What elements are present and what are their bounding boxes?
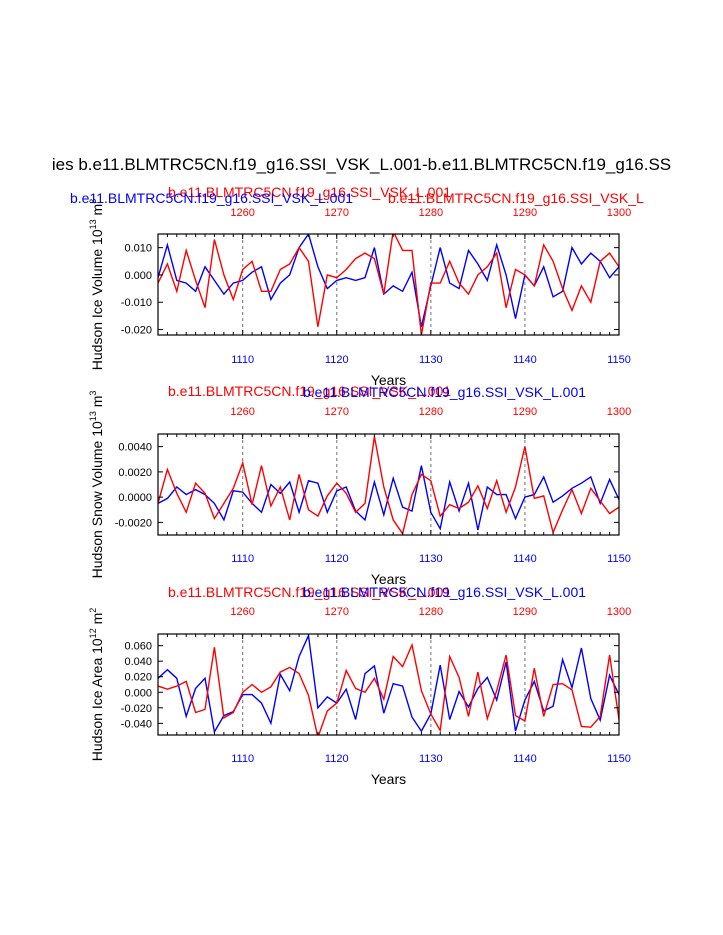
- chart-panel-middle: 0.0040 0.0020 0.0000 -0.0020 1110 1120 1130 114…: [88, 383, 631, 587]
- y-axis-title: Hudson Ice Area 1012 m2: [88, 608, 105, 762]
- y-tick-label: -0.020: [121, 325, 152, 337]
- figure-title: ies b.e11.BLMTRC5CN.f19_g16.SSI_VSK_L.00…: [0, 155, 723, 179]
- figure-title-text: ies b.e11.BLMTRC5CN.f19_g16.SSI_VSK_L.00…: [51, 155, 672, 174]
- x-top-tick-label: 1300: [607, 406, 631, 418]
- y-tick-label: 0.0040: [118, 442, 152, 454]
- x-top-tick-label: 1280: [419, 406, 443, 418]
- series-line-red: [158, 436, 619, 535]
- x-top-tick-label: 1260: [230, 406, 254, 418]
- x-top-tick-label: 1290: [513, 207, 537, 219]
- y-tick-label: 0.000: [124, 687, 152, 699]
- y-tick-label: 0.060: [124, 641, 152, 653]
- y-tick-label: 0.020: [124, 672, 152, 684]
- y-axis-title-unit-exp: 2: [88, 608, 98, 613]
- x-axis-title: Years: [371, 372, 406, 388]
- y-tick-label: 0.040: [124, 656, 152, 668]
- x-bottom-tick-label: 1110: [231, 553, 254, 565]
- y-axis-title-main: Hudson Snow Volume 10: [89, 421, 105, 578]
- x-bottom-tick-label: 1140: [513, 354, 537, 366]
- series-line-blue: [158, 234, 619, 327]
- y-axis-title-unit: m: [89, 204, 105, 220]
- x-top-tick-label: 1290: [513, 406, 537, 418]
- x-bottom-tick-label: 1120: [325, 354, 349, 366]
- x-bottom-tick-label: 1130: [419, 553, 443, 565]
- x-top-tick-label: 1300: [607, 606, 631, 618]
- series-line-red: [158, 234, 619, 335]
- x-top-tick-label: 1270: [325, 606, 349, 618]
- case-label-blue: b.e11.BLMTRC5CN.f19_g16.SSI_VSK_L.001: [303, 584, 586, 600]
- x-top-tick-label: 1280: [419, 207, 443, 219]
- x-bottom-tick-label: 1130: [419, 753, 443, 765]
- x-axis-title: Years: [371, 571, 406, 587]
- plot-frame: [157, 233, 620, 336]
- y-axis-title-unit: m: [89, 613, 105, 629]
- case-label-red-overlap: b.e11.BLMTRC5CN.f19_g16.SSI_VSK_L: [388, 190, 644, 206]
- x-top-tick-label: 1260: [230, 207, 254, 219]
- y-tick-label: 0.0000: [118, 492, 152, 504]
- series-line-red: [158, 642, 619, 735]
- x-bottom-tick-label: 1120: [325, 753, 349, 765]
- x-top-tick-label: 1260: [230, 606, 254, 618]
- y-tick-label: -0.010: [121, 297, 152, 309]
- x-bottom-tick-label: 1110: [231, 753, 254, 765]
- case-label-red: b.e11.BLMTRC5CN.f19_g16.SSI_VSK_L.001: [168, 184, 451, 200]
- plot-frame: [157, 633, 620, 736]
- chart-panel-bottom: 0.060 0.040 0.020 0.000 -0.020 -0.040 1110 1120…: [88, 584, 631, 787]
- x-top-tick-label: 1280: [419, 606, 443, 618]
- plot-frame: [157, 433, 620, 536]
- y-tick-label: -0.040: [121, 718, 152, 730]
- y-tick-label: -0.020: [121, 703, 152, 715]
- x-top-tick-label: 1270: [325, 207, 349, 219]
- x-axis-title: Years: [371, 771, 406, 787]
- y-tick-label: -0.0020: [115, 517, 152, 529]
- x-bottom-tick-label: 1140: [513, 753, 537, 765]
- x-bottom-tick-label: 1110: [231, 354, 254, 366]
- x-bottom-tick-label: 1150: [607, 753, 631, 765]
- y-axis-title-unit: m: [89, 396, 105, 412]
- x-bottom-tick-label: 1120: [325, 553, 349, 565]
- y-axis-title-main: Hudson Ice Area 10: [89, 638, 105, 761]
- y-axis-title-main: Hudson Ice Volume 10: [89, 229, 105, 370]
- chart-panel-top: 0.010 0.000 -0.010 -0.020 1110 1120 1130 1140 11…: [70, 184, 644, 388]
- y-axis-title-unit-exp: 3: [88, 391, 98, 396]
- x-bottom-tick-label: 1130: [419, 354, 443, 366]
- y-tick-label: 0.000: [124, 270, 152, 282]
- x-top-tick-label: 1270: [325, 406, 349, 418]
- y-tick-label: 0.010: [124, 243, 152, 255]
- series-line-blue: [158, 634, 619, 734]
- x-top-tick-label: 1290: [513, 606, 537, 618]
- y-axis-title-unit-exp: 3: [88, 199, 98, 204]
- case-label-blue: b.e11.BLMTRC5CN.f19_g16.SSI_VSK_L.001: [303, 384, 586, 400]
- y-axis-title-exp: 13: [88, 411, 98, 421]
- x-top-tick-label: 1300: [607, 207, 631, 219]
- x-bottom-tick-label: 1140: [513, 553, 537, 565]
- y-tick-label: 0.0020: [118, 467, 152, 479]
- y-axis-title-exp: 12: [88, 628, 98, 638]
- series-line-blue: [158, 465, 619, 531]
- x-bottom-tick-label: 1150: [607, 553, 631, 565]
- case-label-red: b.e11.BLMTRC5CN.f19_g16.SSI_VSK_L.001: [168, 383, 451, 399]
- y-axis-title: Hudson Ice Volume 1013 m3: [88, 199, 105, 370]
- x-bottom-tick-label: 1150: [607, 354, 631, 366]
- case-label-red: b.e11.BLMTRC5CN.f19_g16.SSI_VSK_L.001: [168, 584, 451, 600]
- case-label-blue: b.e11.BLMTRC5CN.f19_g16.SSI_VSK_L.001: [70, 190, 353, 206]
- y-axis-title-exp: 13: [88, 219, 98, 229]
- y-axis-title: Hudson Snow Volume 1013 m3: [88, 391, 105, 579]
